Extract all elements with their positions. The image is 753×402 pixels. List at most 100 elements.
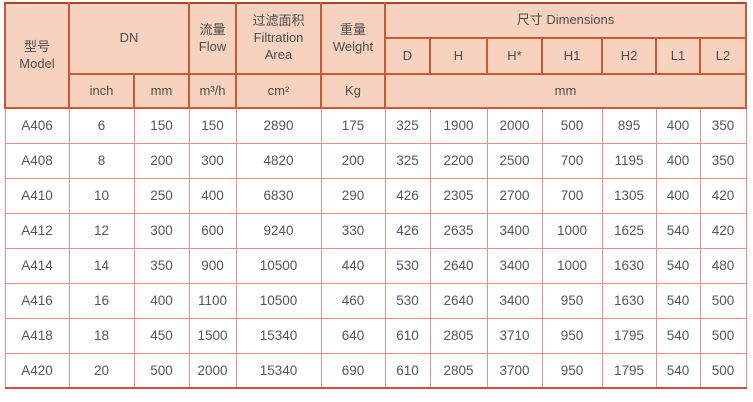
cell-dn-mm: 450 [133,317,190,354]
unit-weight: Kg [320,73,386,109]
cell-dim-h1: 950 [541,282,603,319]
unit-dn-inch: inch [68,73,135,109]
table-row-a416: A416 16 400 1100 10500 460 530 2640 3400… [4,282,747,319]
table-row-a418: A418 18 450 1500 15340 640 610 2805 3710… [4,317,747,354]
cell-dim-h1: 500 [541,107,603,144]
cell-dim-h2: 1630 [601,247,657,284]
cell-flow: 1100 [188,282,237,319]
header-row-1: 型号 Model DN 流量 Flow 过滤面积 Filtration Area… [4,2,747,109]
col-header-weight: 重量 Weight [320,2,386,75]
table-body: A406 6 150 150 2890 175 325 1900 2000 50… [4,107,747,389]
cell-dn-inch: 8 [68,142,135,179]
cell-dim-l2: 350 [699,142,747,179]
cell-dim-h1: 1000 [541,247,603,284]
unit-filtration-area: cm² [235,73,322,109]
cell-dn-mm: 350 [133,247,190,284]
cell-dim-hstar: 2700 [486,177,543,214]
col-header-dim-h2: H2 [601,37,657,75]
col-header-filtration-area: 过滤面积 Filtration Area [235,2,322,75]
cell-dim-l2: 500 [699,352,747,389]
cell-model: A420 [4,352,70,389]
cell-dim-h1: 700 [541,177,603,214]
cell-dn-mm: 150 [133,107,190,144]
cell-flow: 2000 [188,352,237,389]
cell-model: A416 [4,282,70,319]
cell-dn-inch: 20 [68,352,135,389]
cell-filtration-area: 9240 [235,212,322,249]
cell-flow: 900 [188,247,237,284]
table-header: 型号 Model DN 流量 Flow 过滤面积 Filtration Area… [4,2,747,109]
table-row-a406: A406 6 150 150 2890 175 325 1900 2000 50… [4,107,747,144]
cell-dim-l2: 500 [699,282,747,319]
cell-dim-h2: 1630 [601,282,657,319]
cell-model: A410 [4,177,70,214]
cell-dim-h: 2640 [429,282,488,319]
cell-dim-d: 530 [384,247,431,284]
cell-dim-h: 2305 [429,177,488,214]
cell-dim-d: 610 [384,352,431,389]
cell-dim-h1: 1000 [541,212,603,249]
unit-dimensions: mm [384,73,747,109]
cell-filtration-area: 10500 [235,247,322,284]
cell-model: A414 [4,247,70,284]
cell-dim-hstar: 3710 [486,317,543,354]
header-row-2: D H H* H1 H2 L1 L2 [5,37,747,75]
cell-dim-d: 426 [384,177,431,214]
cell-dim-h1: 700 [541,142,603,179]
cell-dim-h: 2805 [429,317,488,354]
col-header-dim-d: D [384,37,431,75]
cell-weight: 200 [320,142,386,179]
table-row-a410: A410 10 250 400 6830 290 426 2305 2700 7… [4,177,747,214]
cell-dim-h2: 1795 [601,317,657,354]
cell-weight: 175 [320,107,386,144]
cell-dim-h2: 1625 [601,212,657,249]
col-header-flow: 流量 Flow [188,2,237,75]
cell-dn-mm: 250 [133,177,190,214]
table-row-a420: A420 20 500 2000 15340 690 610 2805 3700… [4,352,747,389]
cell-weight: 460 [320,282,386,319]
cell-dim-l2: 500 [699,317,747,354]
cell-dim-h: 2805 [429,352,488,389]
col-header-model: 型号 Model [4,2,70,109]
header-row-units: inch mm m³/h cm² Kg mm [5,73,747,109]
cell-dn-inch: 12 [68,212,135,249]
cell-dim-l1: 540 [655,247,701,284]
cell-dim-h: 2635 [429,212,488,249]
cell-dim-hstar: 3700 [486,352,543,389]
cell-dim-l1: 540 [655,317,701,354]
col-header-dn: DN [68,2,190,75]
cell-weight: 690 [320,352,386,389]
cell-model: A412 [4,212,70,249]
cell-dim-h1: 950 [541,352,603,389]
col-header-dim-h1: H1 [541,37,603,75]
cell-dim-h2: 1195 [601,142,657,179]
col-header-dim-l1: L1 [655,37,701,75]
cell-dim-l1: 400 [655,142,701,179]
cell-filtration-area: 4820 [235,142,322,179]
cell-dn-inch: 10 [68,177,135,214]
cell-dim-l2: 350 [699,107,747,144]
cell-dim-hstar: 3400 [486,247,543,284]
col-header-dim-h: H [429,37,488,75]
table-row-a408: A408 8 200 300 4820 200 325 2200 2500 70… [4,142,747,179]
cell-filtration-area: 2890 [235,107,322,144]
cell-dim-h1: 950 [541,317,603,354]
cell-filtration-area: 10500 [235,282,322,319]
cell-flow: 1500 [188,317,237,354]
cell-weight: 290 [320,177,386,214]
cell-dim-d: 530 [384,282,431,319]
cell-dim-d: 426 [384,212,431,249]
cell-weight: 440 [320,247,386,284]
cell-dn-inch: 14 [68,247,135,284]
cell-dim-h2: 1795 [601,352,657,389]
cell-dn-inch: 16 [68,282,135,319]
table-row-a412: A412 12 300 600 9240 330 426 2635 3400 1… [4,212,747,249]
unit-dn-mm: mm [133,73,190,109]
cell-dim-h: 1900 [429,107,488,144]
cell-dim-h2: 1305 [601,177,657,214]
cell-dim-l1: 400 [655,107,701,144]
cell-dim-l2: 420 [699,177,747,214]
cell-dn-inch: 6 [68,107,135,144]
cell-model: A406 [4,107,70,144]
cell-dn-mm: 200 [133,142,190,179]
